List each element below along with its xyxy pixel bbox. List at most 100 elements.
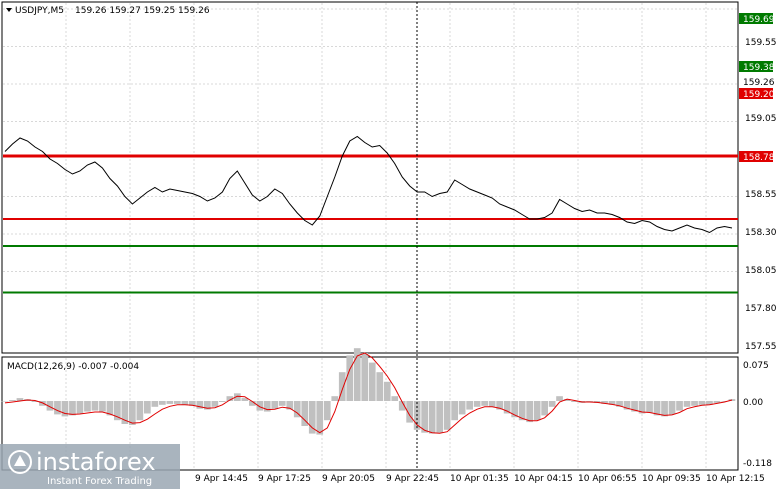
macd-axis: 0.075 0.00 -0.118 bbox=[743, 361, 772, 469]
macd-bar bbox=[54, 401, 61, 415]
macd-bar bbox=[526, 401, 533, 423]
y-tick-label: 158.30 bbox=[745, 228, 777, 238]
macd-tick-label: 0.00 bbox=[743, 398, 763, 408]
macd-bar bbox=[159, 401, 166, 405]
x-tick-label: 10 Apr 06:55 bbox=[578, 474, 637, 484]
price-axis: 159.55 159.05 158.55 158.30 158.05 157.8… bbox=[745, 38, 777, 352]
macd-bar bbox=[638, 401, 646, 414]
macd-bar bbox=[451, 401, 458, 421]
macd-bar bbox=[533, 401, 541, 421]
x-tick-label: 9 Apr 17:25 bbox=[258, 474, 311, 484]
macd-bar bbox=[608, 401, 616, 405]
macd-bar bbox=[676, 401, 683, 411]
level-tag-bg bbox=[739, 13, 773, 24]
macd-signal-line bbox=[4, 352, 733, 434]
macd-bar bbox=[698, 401, 706, 405]
macd-bar bbox=[436, 401, 443, 433]
price-line bbox=[4, 135, 733, 234]
macd-bar bbox=[278, 401, 286, 406]
symbol-label: USDJPY,M5 bbox=[15, 6, 64, 16]
levels bbox=[3, 154, 738, 294]
logo-mark-icon bbox=[14, 455, 26, 466]
macd-bar bbox=[129, 401, 136, 425]
macd-bar bbox=[338, 372, 346, 401]
triangle-down-icon[interactable] bbox=[6, 8, 12, 12]
macd-bar bbox=[376, 372, 384, 401]
macd-panel-border bbox=[1, 356, 739, 471]
y-tick-label: 159.05 bbox=[745, 114, 777, 124]
macd-bar bbox=[473, 401, 481, 407]
y-tick-label: 159.55 bbox=[745, 38, 777, 48]
macd-bar bbox=[241, 398, 249, 401]
level-tag-159-38: 159.38 bbox=[743, 63, 775, 73]
macd-bar bbox=[301, 401, 309, 426]
macd-bar bbox=[76, 401, 84, 414]
level-tag-bg bbox=[739, 88, 773, 99]
macd-bar bbox=[249, 401, 256, 406]
macd-bar bbox=[346, 355, 354, 401]
macd-bar bbox=[234, 393, 241, 401]
ohlc-label: 159.26 159.27 159.25 159.26 bbox=[75, 6, 210, 16]
macd-bar bbox=[353, 348, 361, 401]
macd-bar bbox=[398, 401, 406, 411]
macd-bar bbox=[548, 401, 556, 407]
macd-bar bbox=[121, 401, 129, 424]
macd-bar bbox=[61, 401, 69, 417]
level-tag-159-69: 159.69 bbox=[743, 15, 775, 25]
level-tags: 159.69 159.38 159.26 159.20 158.78 bbox=[739, 13, 775, 163]
chart-header: USDJPY,M5 159.26 159.27 159.25 159.26 bbox=[6, 6, 210, 16]
macd-bar bbox=[1, 401, 9, 402]
current-price-tag: 159.26 bbox=[743, 78, 775, 88]
macd-bar bbox=[323, 401, 331, 421]
macd-bar bbox=[151, 401, 159, 407]
macd-bar bbox=[511, 401, 518, 418]
macd-bar bbox=[623, 401, 631, 410]
macd-bar bbox=[481, 401, 488, 406]
macd-bar bbox=[219, 401, 226, 402]
macd-bar bbox=[256, 401, 264, 411]
macd-bar bbox=[226, 396, 234, 401]
macd-bar bbox=[631, 401, 638, 412]
y-tick-label: 158.55 bbox=[745, 190, 777, 200]
macd-bar bbox=[331, 396, 339, 401]
time-axis: 9 Apr 14:45 9 Apr 17:25 9 Apr 20:05 9 Ap… bbox=[195, 474, 765, 484]
macd-bar bbox=[421, 401, 428, 433]
x-tick-label: 10 Apr 12:15 bbox=[706, 474, 765, 484]
macd-bar bbox=[541, 401, 548, 416]
macd-bar bbox=[488, 401, 496, 407]
macd-bar bbox=[189, 401, 196, 406]
macd-bar bbox=[601, 401, 608, 404]
macd-bar bbox=[263, 401, 271, 412]
macd-bar bbox=[653, 401, 661, 416]
level-tag-158-78: 158.78 bbox=[743, 153, 775, 163]
macd-bar bbox=[271, 401, 279, 409]
macd-bar bbox=[646, 401, 653, 413]
macd-bar bbox=[368, 362, 376, 401]
macd-tick-label: -0.118 bbox=[743, 459, 772, 469]
macd-bar bbox=[31, 401, 39, 402]
macd-bar bbox=[136, 401, 144, 421]
macd-bar bbox=[466, 401, 473, 410]
macd-bar bbox=[496, 401, 503, 410]
x-tick-label: 10 Apr 01:35 bbox=[450, 474, 509, 484]
macd-bar bbox=[308, 401, 316, 434]
macd-tick-label: 0.075 bbox=[743, 361, 769, 371]
watermark-brand: instaforex bbox=[36, 448, 156, 476]
macd-bar bbox=[211, 401, 219, 407]
price-panel-border bbox=[1, 1, 739, 354]
x-tick-label: 9 Apr 14:45 bbox=[195, 474, 248, 484]
level-tag-bg bbox=[739, 61, 773, 72]
macd-bar bbox=[571, 401, 578, 402]
macd-bar bbox=[556, 396, 563, 401]
macd-bar bbox=[713, 401, 721, 403]
y-tick-label: 158.05 bbox=[745, 266, 777, 276]
macd-bar bbox=[518, 401, 526, 421]
macd-label: MACD(12,26,9) -0.007 -0.004 bbox=[7, 362, 139, 372]
x-tick-label: 10 Apr 04:15 bbox=[514, 474, 573, 484]
macd-bar bbox=[204, 401, 211, 410]
macd-bar bbox=[144, 401, 151, 414]
watermark: instaforex Instant Forex Trading bbox=[0, 444, 180, 489]
macd-bar bbox=[383, 381, 391, 401]
